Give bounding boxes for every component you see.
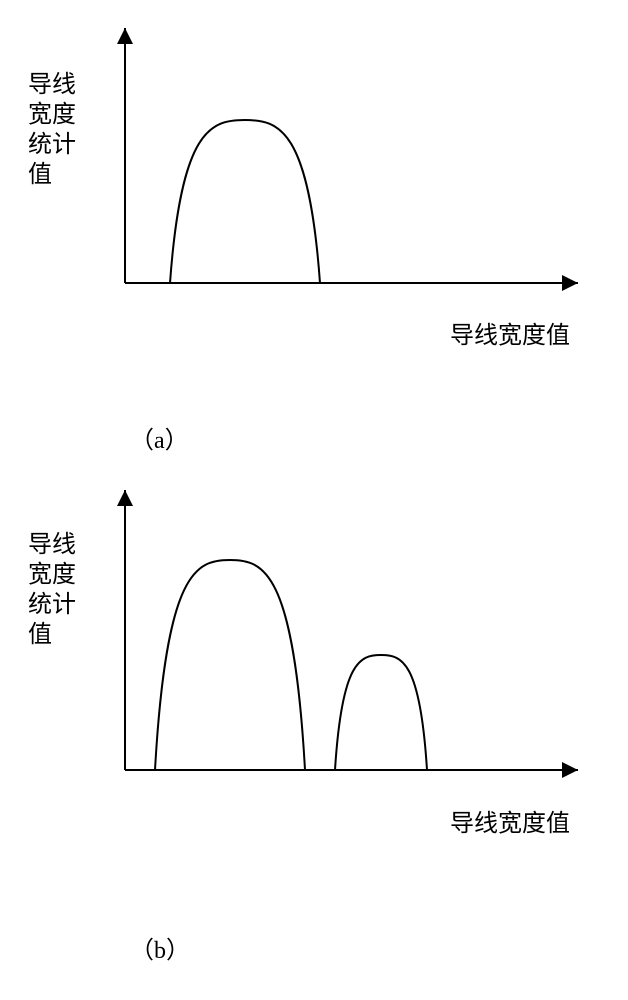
diagram-svg: [0, 0, 628, 1000]
x-axis-label-b: 导线宽度值: [450, 803, 570, 838]
panel-label-b: （b）: [130, 930, 190, 965]
figure-container: 导线宽度统计值导线宽度值（a）导线宽度统计值导线宽度值（b）: [0, 0, 628, 1000]
x-axis-label-a: 导线宽度值: [450, 315, 570, 350]
y-axis-label-b: 导线宽度统计值: [28, 530, 76, 650]
panel-label-a: （a）: [130, 420, 189, 455]
y-axis-label-a: 导线宽度统计值: [28, 70, 76, 190]
